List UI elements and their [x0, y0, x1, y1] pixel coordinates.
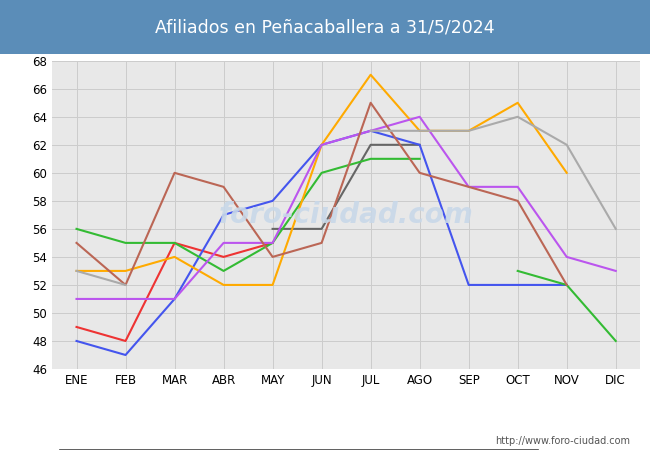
2020 — [367, 72, 374, 77]
2019 — [171, 296, 179, 302]
Line: 2024: 2024 — [77, 243, 272, 341]
2018 — [514, 198, 521, 203]
2019 — [514, 184, 521, 189]
2020 — [514, 100, 521, 105]
Line: 2021: 2021 — [77, 159, 420, 271]
2022 — [171, 296, 179, 302]
2018 — [220, 184, 228, 189]
2018 — [367, 100, 374, 105]
2019 — [612, 268, 619, 274]
2019 — [122, 296, 129, 302]
2022 — [514, 282, 521, 288]
2017 — [73, 268, 81, 274]
2020 — [220, 282, 228, 288]
2024 — [268, 240, 276, 246]
2017 — [122, 282, 129, 288]
2022 — [416, 142, 424, 148]
2021 — [171, 240, 179, 246]
2021 — [268, 240, 276, 246]
2024 — [122, 338, 129, 344]
2022 — [465, 282, 473, 288]
2018 — [122, 282, 129, 288]
2019 — [367, 128, 374, 134]
2018 — [465, 184, 473, 189]
2018 — [171, 170, 179, 176]
2019 — [73, 296, 81, 302]
Text: http://www.foro-ciudad.com: http://www.foro-ciudad.com — [495, 436, 630, 446]
2020 — [122, 268, 129, 274]
2021 — [122, 240, 129, 246]
2020 — [171, 254, 179, 260]
2020 — [416, 128, 424, 134]
Line: 2022: 2022 — [77, 131, 567, 355]
2018 — [416, 170, 424, 176]
Line: 2017: 2017 — [77, 271, 125, 285]
Line: 2019: 2019 — [77, 117, 616, 299]
2018 — [73, 240, 81, 246]
2021 — [73, 226, 81, 232]
2021 — [367, 156, 374, 162]
Text: foro-ciudad.com: foro-ciudad.com — [219, 201, 473, 229]
2019 — [465, 184, 473, 189]
2019 — [220, 240, 228, 246]
2024 — [171, 240, 179, 246]
2021 — [416, 156, 424, 162]
2022 — [220, 212, 228, 218]
2022 — [122, 352, 129, 358]
2020 — [73, 268, 81, 274]
2022 — [73, 338, 81, 344]
Line: 2020: 2020 — [77, 75, 567, 285]
2019 — [268, 240, 276, 246]
2020 — [563, 170, 571, 176]
2024 — [73, 324, 81, 330]
2020 — [465, 128, 473, 134]
2021 — [220, 268, 228, 274]
2021 — [318, 170, 326, 176]
2022 — [367, 128, 374, 134]
2018 — [318, 240, 326, 246]
2024 — [220, 254, 228, 260]
2018 — [563, 282, 571, 288]
2019 — [563, 254, 571, 260]
2022 — [318, 142, 326, 148]
Line: 2018: 2018 — [77, 103, 567, 285]
2020 — [318, 142, 326, 148]
Text: Afiliados en Peñacaballera a 31/5/2024: Afiliados en Peñacaballera a 31/5/2024 — [155, 18, 495, 36]
2019 — [318, 142, 326, 148]
2020 — [268, 282, 276, 288]
2019 — [416, 114, 424, 120]
2022 — [563, 282, 571, 288]
2018 — [268, 254, 276, 260]
2022 — [268, 198, 276, 203]
